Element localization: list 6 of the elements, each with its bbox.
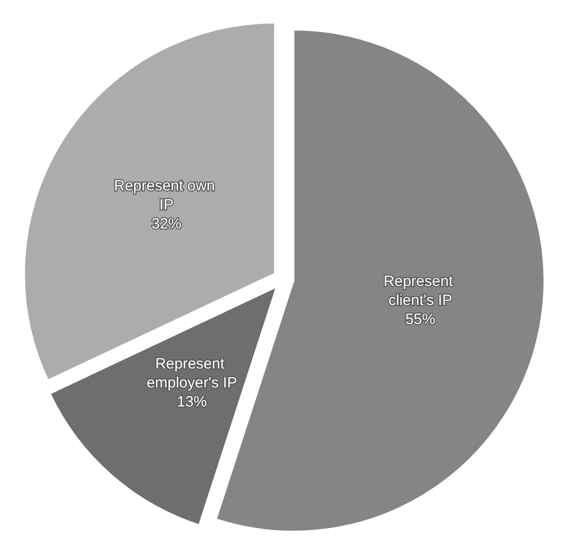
data-label: 32%	[152, 215, 182, 232]
data-label: 13%	[176, 393, 207, 410]
slice-label: Represent own IP	[114, 177, 220, 214]
data-label: 55%	[405, 311, 436, 328]
slice-label: Represent employer's IP	[146, 355, 238, 392]
slice-label: Represent client's IP	[384, 273, 458, 310]
